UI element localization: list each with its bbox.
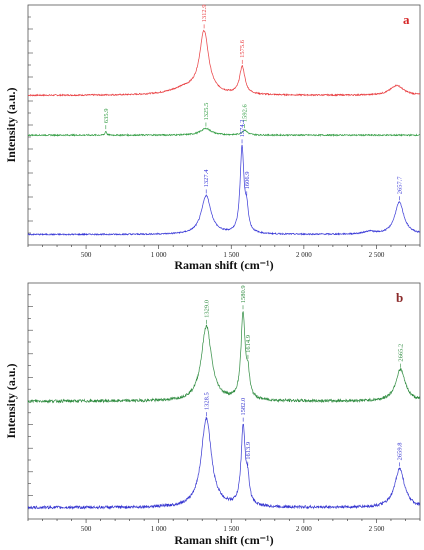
peak-label: 635.9 [103, 108, 110, 123]
panel-b-series [27, 311, 421, 510]
panel-a-peak-labels: 1312.9 1575.6 635.9 1325.5 1592.6 1327.4 1574.… [103, 5, 403, 201]
peak-label: 1582.0 [240, 398, 247, 416]
x-tick-label: 2 500 [369, 251, 385, 259]
peak-label: 1575.6 [239, 39, 246, 58]
panel-b-xlabel: Raman shift (cm⁻¹) [174, 533, 273, 547]
peak-label: 1614.9 [245, 335, 252, 353]
panel-a-letter: a [403, 12, 410, 27]
peak-label: 1592.6 [242, 103, 249, 122]
panel-a-xlabel: Raman shift (cm⁻¹) [174, 258, 273, 272]
peak-label: 1325.5 [203, 103, 210, 121]
panel-b-peak-labels: 1329.0 1580.9 1614.9 2665.2 1328.5 1582.0 1613… [203, 285, 404, 467]
panel-b-x-ticks: 500 1 000 1 500 2 000 2 500 [27, 519, 421, 533]
panel-a-series [27, 29, 421, 236]
x-tick-label: 1 500 [223, 251, 239, 259]
panel-a-ylabel: Intensity (a.u.) [4, 87, 18, 162]
spectrum-line [27, 311, 421, 404]
x-tick-label: 2 000 [296, 525, 312, 533]
peak-label: 1327.4 [203, 169, 210, 188]
peak-label: 1580.9 [240, 285, 247, 303]
peak-label: 1574.2 [239, 119, 246, 137]
peak-label: 1329.0 [203, 300, 210, 318]
panel-a: 500 1 000 1 500 2 000 2 500 1312.9 1575.6 635.… [4, 4, 421, 272]
spectrum-line [27, 127, 421, 137]
panel-a-frame [27, 4, 421, 246]
spectrum-line [27, 416, 421, 510]
x-tick-label: 2 000 [296, 251, 312, 259]
peak-label: 2665.2 [397, 344, 404, 362]
x-tick-label: 500 [81, 251, 92, 259]
x-tick-label: 1 000 [151, 251, 167, 259]
x-tick-label: 1 000 [151, 525, 167, 533]
spectrum-line [27, 144, 421, 236]
panel-b-letter: b [396, 290, 403, 305]
panel-a-x-ticks: 500 1 000 1 500 2 000 2 500 [27, 245, 421, 259]
peak-label: 1613.9 [245, 442, 252, 460]
peak-label: 2659.8 [397, 443, 404, 461]
x-tick-label: 500 [81, 525, 92, 533]
panel-a-y-ticks [28, 16, 33, 234]
panel-b: 500 1 000 1 500 2 000 2 500 1329.0 1580.9 1614… [4, 282, 421, 547]
x-tick-label: 2 500 [369, 525, 385, 533]
peak-label: 1328.5 [203, 392, 210, 410]
x-tick-label: 1 500 [223, 525, 239, 533]
peak-label: 2657.7 [396, 176, 403, 195]
panel-b-y-ticks [28, 294, 33, 508]
peak-label: 1606.9 [244, 171, 251, 189]
peak-label: 1312.9 [201, 5, 208, 23]
spectrum-line [28, 29, 421, 97]
panel-b-ylabel: Intensity (a.u.) [4, 363, 18, 438]
